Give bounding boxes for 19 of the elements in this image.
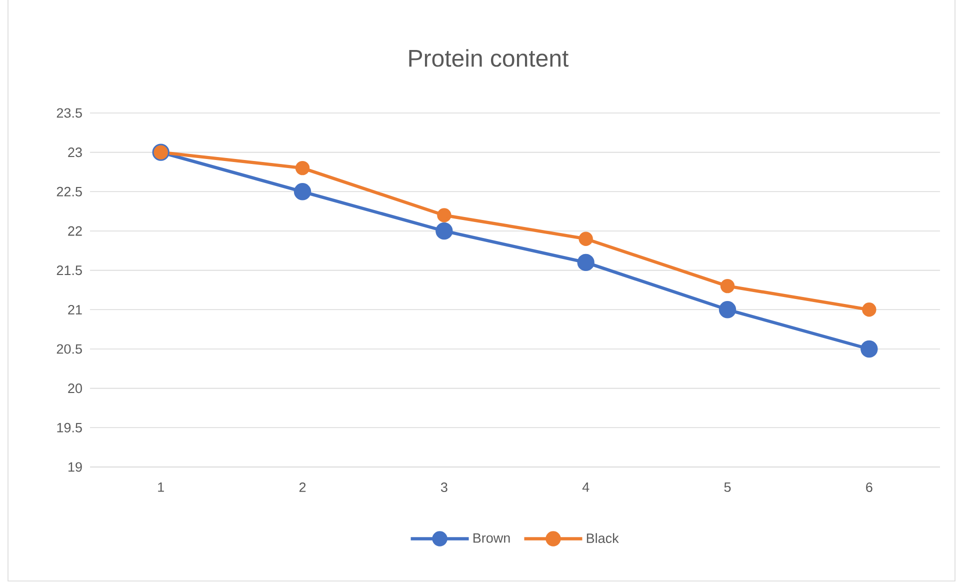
x-tick-label: 1	[158, 482, 164, 492]
legend-label: Brown	[473, 533, 510, 543]
y-tick-label: 23	[68, 148, 82, 158]
x-tick-label: 3	[440, 482, 448, 492]
y-tick-label: 23.5	[56, 108, 82, 118]
x-tick-label: 5	[724, 482, 731, 492]
y-tick-label: 21	[68, 304, 82, 314]
y-tick-label: 20.5	[56, 344, 82, 354]
y-tick-label: 19.5	[57, 422, 82, 432]
y-tick-label: 20	[68, 384, 82, 394]
x-tick-label: 4	[582, 482, 590, 492]
y-tick-label: 19	[68, 462, 82, 472]
x-tick-label: 2	[299, 482, 306, 492]
y-tick-label: 21.5	[56, 266, 82, 276]
y-tick-label: 22.5	[56, 186, 82, 196]
y-tick-label: 22	[68, 226, 82, 236]
x-tick-label: 6	[866, 482, 872, 492]
chart-title: Protein content	[409, 49, 569, 67]
legend-label: Black	[586, 533, 619, 544]
